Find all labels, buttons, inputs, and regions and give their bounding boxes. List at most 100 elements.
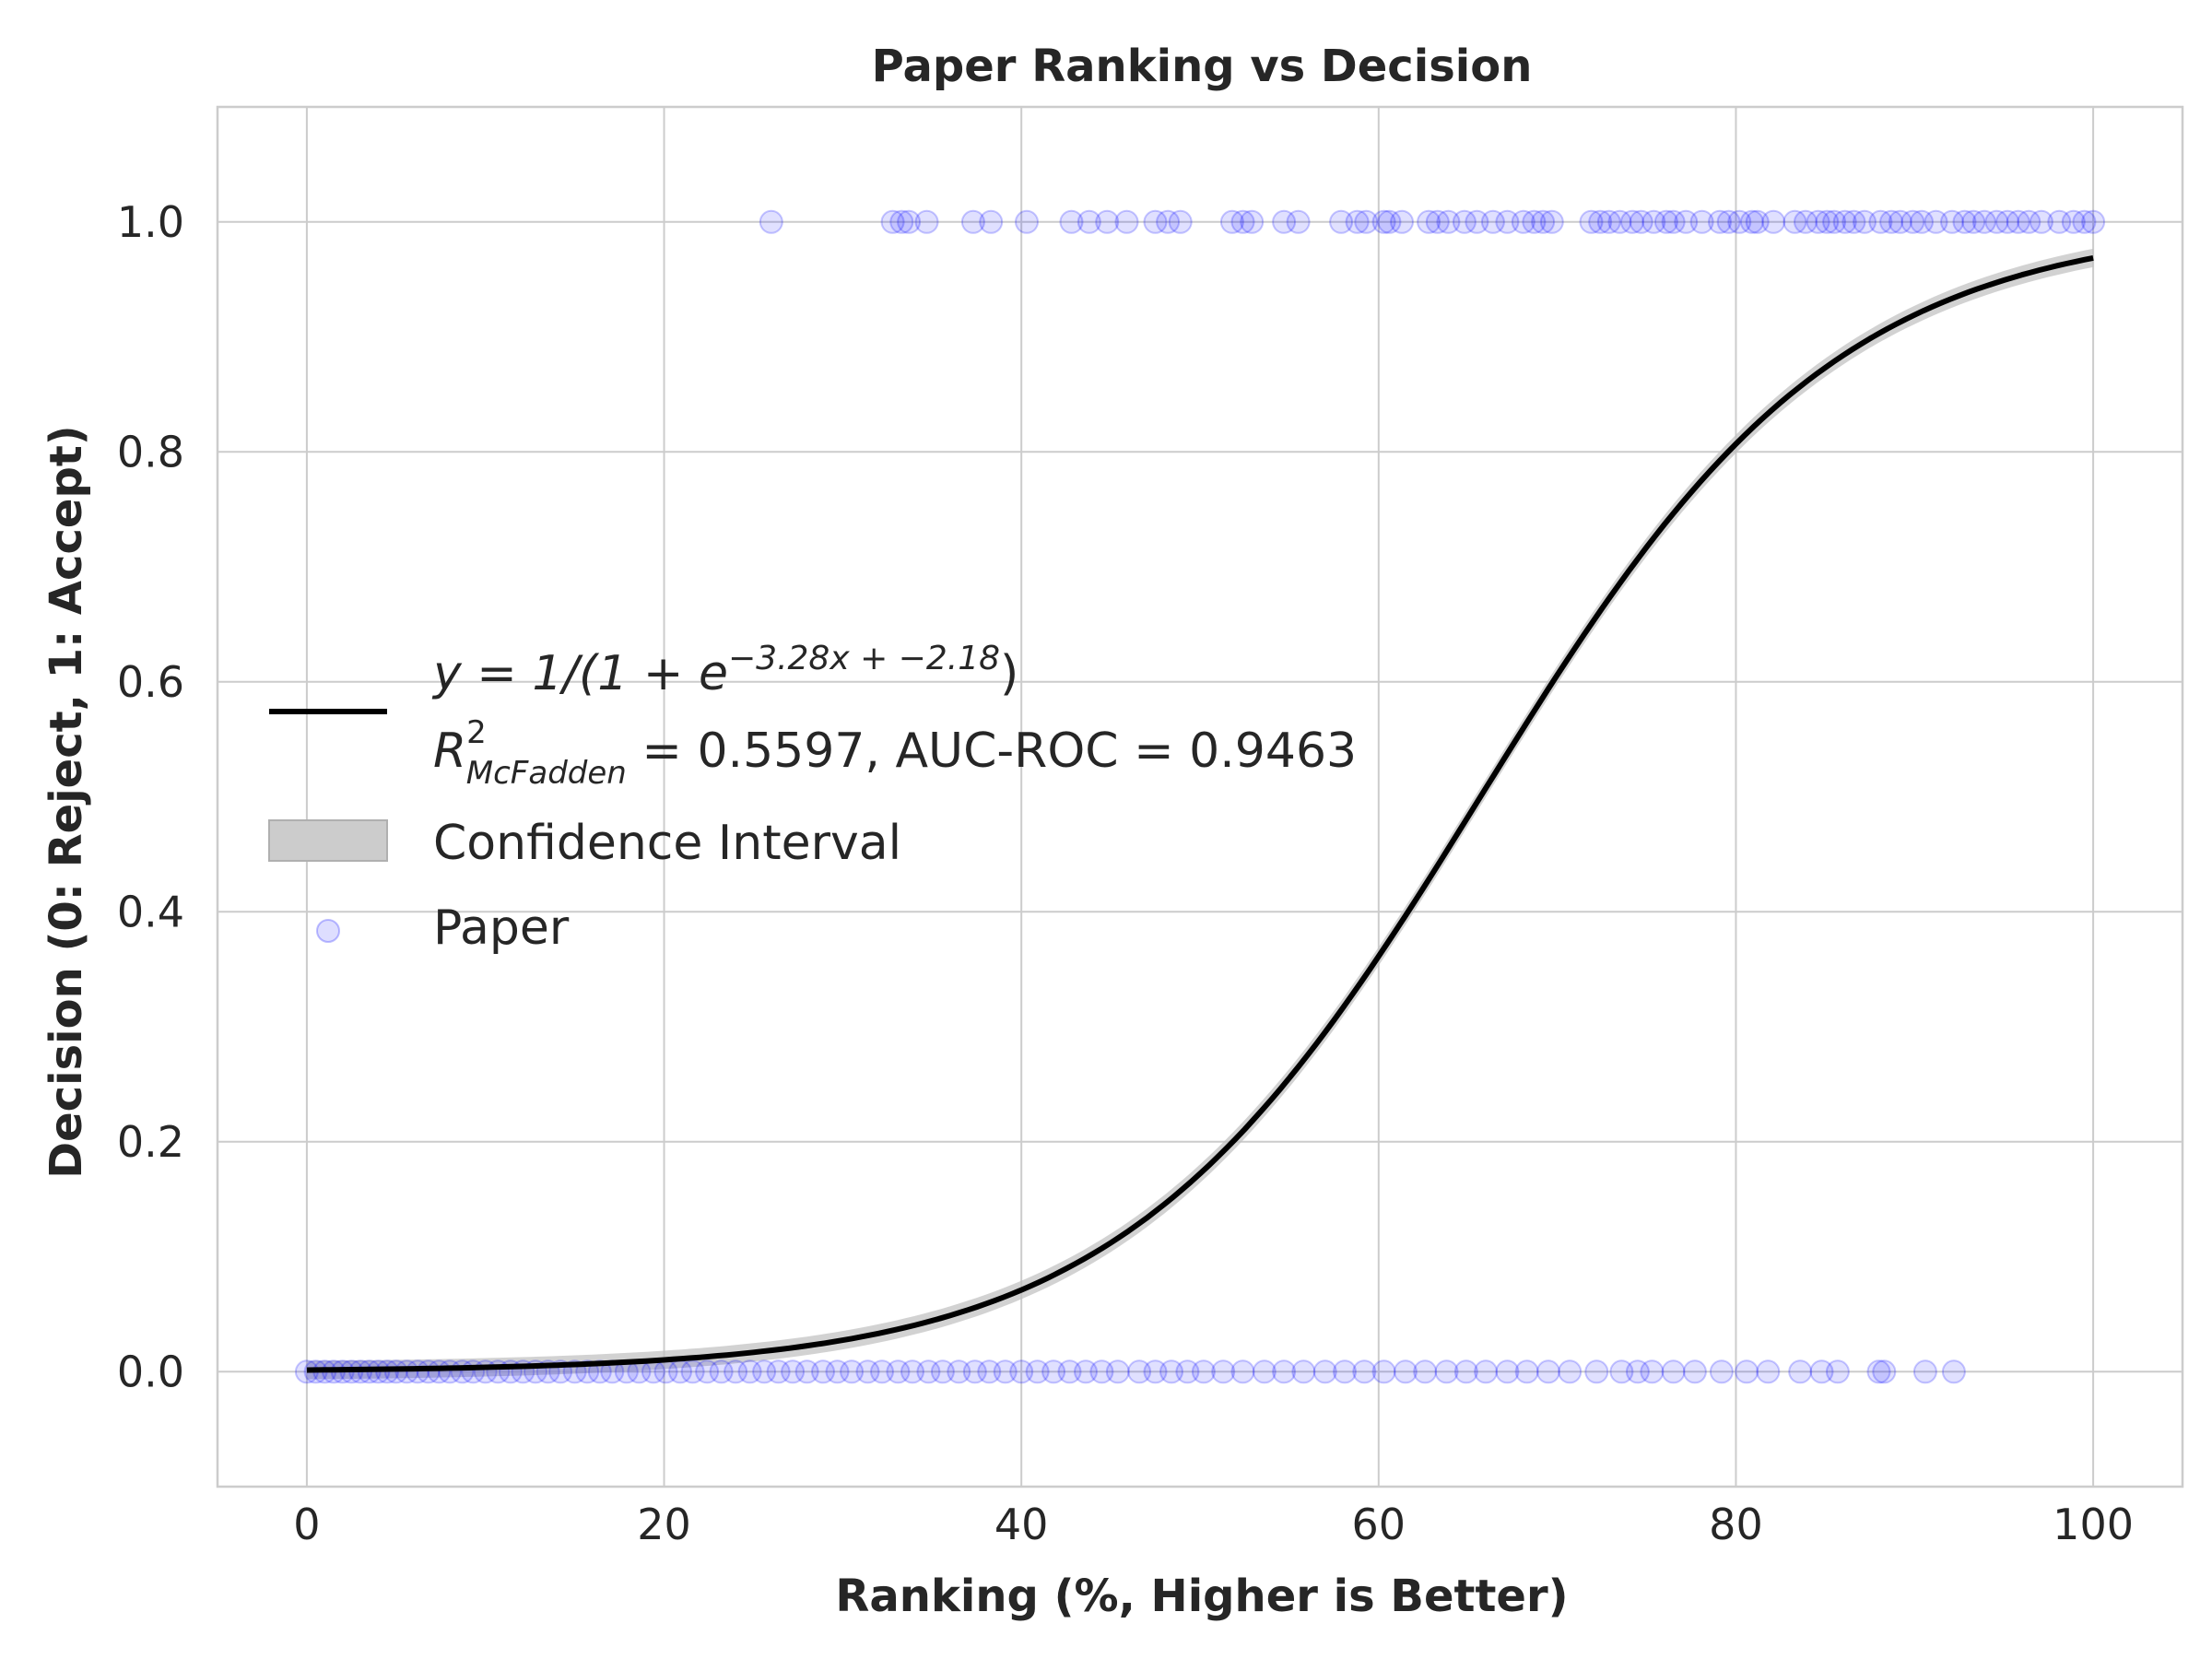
data-point [1841,209,1866,234]
data-point [1191,1359,1216,1384]
data-point [1240,209,1265,234]
data-point [1709,1359,1734,1384]
data-point [916,1359,941,1384]
data-point [1756,1359,1781,1384]
data-point [1579,209,1604,234]
data-point [1522,209,1547,234]
data-point [1393,1359,1418,1384]
data-point [1910,209,1934,234]
data-point [1866,1359,1891,1384]
data-point [962,1359,987,1384]
y-tick-label: 0.0 [117,1347,184,1396]
chart-title: Paper Ranking vs Decision [872,41,1533,92]
data-point [1371,209,1396,234]
tick-labels: 0 20 40 60 80 100 0.0 0.2 0.4 0.6 0.8 1.0 [117,197,2134,1549]
data-point [1272,1359,1297,1384]
x-tick-label: 40 [994,1500,1049,1549]
data-point [1596,209,1621,234]
data-point [1390,209,1414,234]
data-point [1682,1359,1707,1384]
legend-ci-swatch [268,819,388,862]
data-point [766,1359,791,1384]
data-point [1822,209,1847,234]
data-point [1661,209,1686,234]
data-point [1354,209,1379,234]
data-point [1832,209,1857,234]
data-point [1888,209,1912,234]
x-tick-label: 60 [1352,1500,1406,1549]
x-axis-label: Ranking (%, Higher is Better) [835,1571,1568,1622]
data-point [1074,1359,1098,1384]
data-point [1940,209,1964,234]
data-point [1417,209,1441,234]
data-point [1514,1359,1539,1384]
y-axis-label: Decision (0: Reject, 1: Accept) [41,425,92,1178]
legend-fit-metrics: R2 McFadden = 0.5597, AUC-ROC = 0.9463 [433,714,1357,792]
data-point [825,1359,850,1384]
data-point [1272,209,1297,234]
data-point [897,209,922,234]
data-point [1230,1359,1255,1384]
data-point [1640,1359,1665,1384]
points-layer [294,209,2106,1384]
data-point [1156,209,1181,234]
data-point [1735,1359,1759,1384]
data-point [1788,1359,1813,1384]
data-point [1312,1359,1337,1384]
y-tick-label: 0.2 [117,1117,184,1167]
data-point [1377,209,1402,234]
data-point [1539,209,1564,234]
x-tick-label: 100 [2053,1500,2134,1549]
data-point [1739,209,1764,234]
data-point [1465,209,1489,234]
data-point [979,209,1004,234]
data-point [759,209,783,234]
data-point [1211,1359,1236,1384]
data-point [1025,1359,1050,1384]
data-point [1806,209,1830,234]
data-point [2047,209,2072,234]
data-point [900,1359,924,1384]
data-point [1286,209,1311,234]
data-point [1077,209,1101,234]
data-point [1219,209,1244,234]
data-point [1609,1359,1634,1384]
data-point [1059,209,1084,234]
legend-fit-equation: y = 1/(1 + e−3.28x + −2.18) [431,640,1018,701]
data-point [855,1359,880,1384]
data-point [1175,1359,1200,1384]
data-point [1853,209,1877,234]
data-point [752,1359,777,1384]
grid [218,107,2183,1487]
data-point [1474,1359,1499,1384]
data-point [1127,1359,1152,1384]
data-point [724,1359,748,1384]
data-point [1661,1359,1686,1384]
data-point [2081,209,2106,234]
data-point [1480,209,1505,234]
data-point [1511,209,1535,234]
data-point [1371,1359,1396,1384]
data-point [1912,1359,1937,1384]
data-point [1452,209,1477,234]
data-point [880,209,905,234]
data-point [1168,209,1193,234]
y-tick-label: 0.4 [117,887,184,936]
plot-frame [216,105,2184,1488]
data-point [1625,1359,1650,1384]
x-tick-label: 20 [637,1500,691,1549]
data-point [870,1359,894,1384]
data-point [1143,1359,1168,1384]
data-point [1674,209,1699,234]
data-point [680,1359,705,1384]
data-point [811,1359,835,1384]
data-point [1941,1359,1966,1384]
data-point [2072,209,2097,234]
data-point [794,1359,819,1384]
data-point [1015,209,1039,234]
data-point [947,1359,971,1384]
data-point [1425,209,1450,234]
data-point [1009,1359,1034,1384]
data-point [840,1359,865,1384]
data-point [1872,1359,1897,1384]
